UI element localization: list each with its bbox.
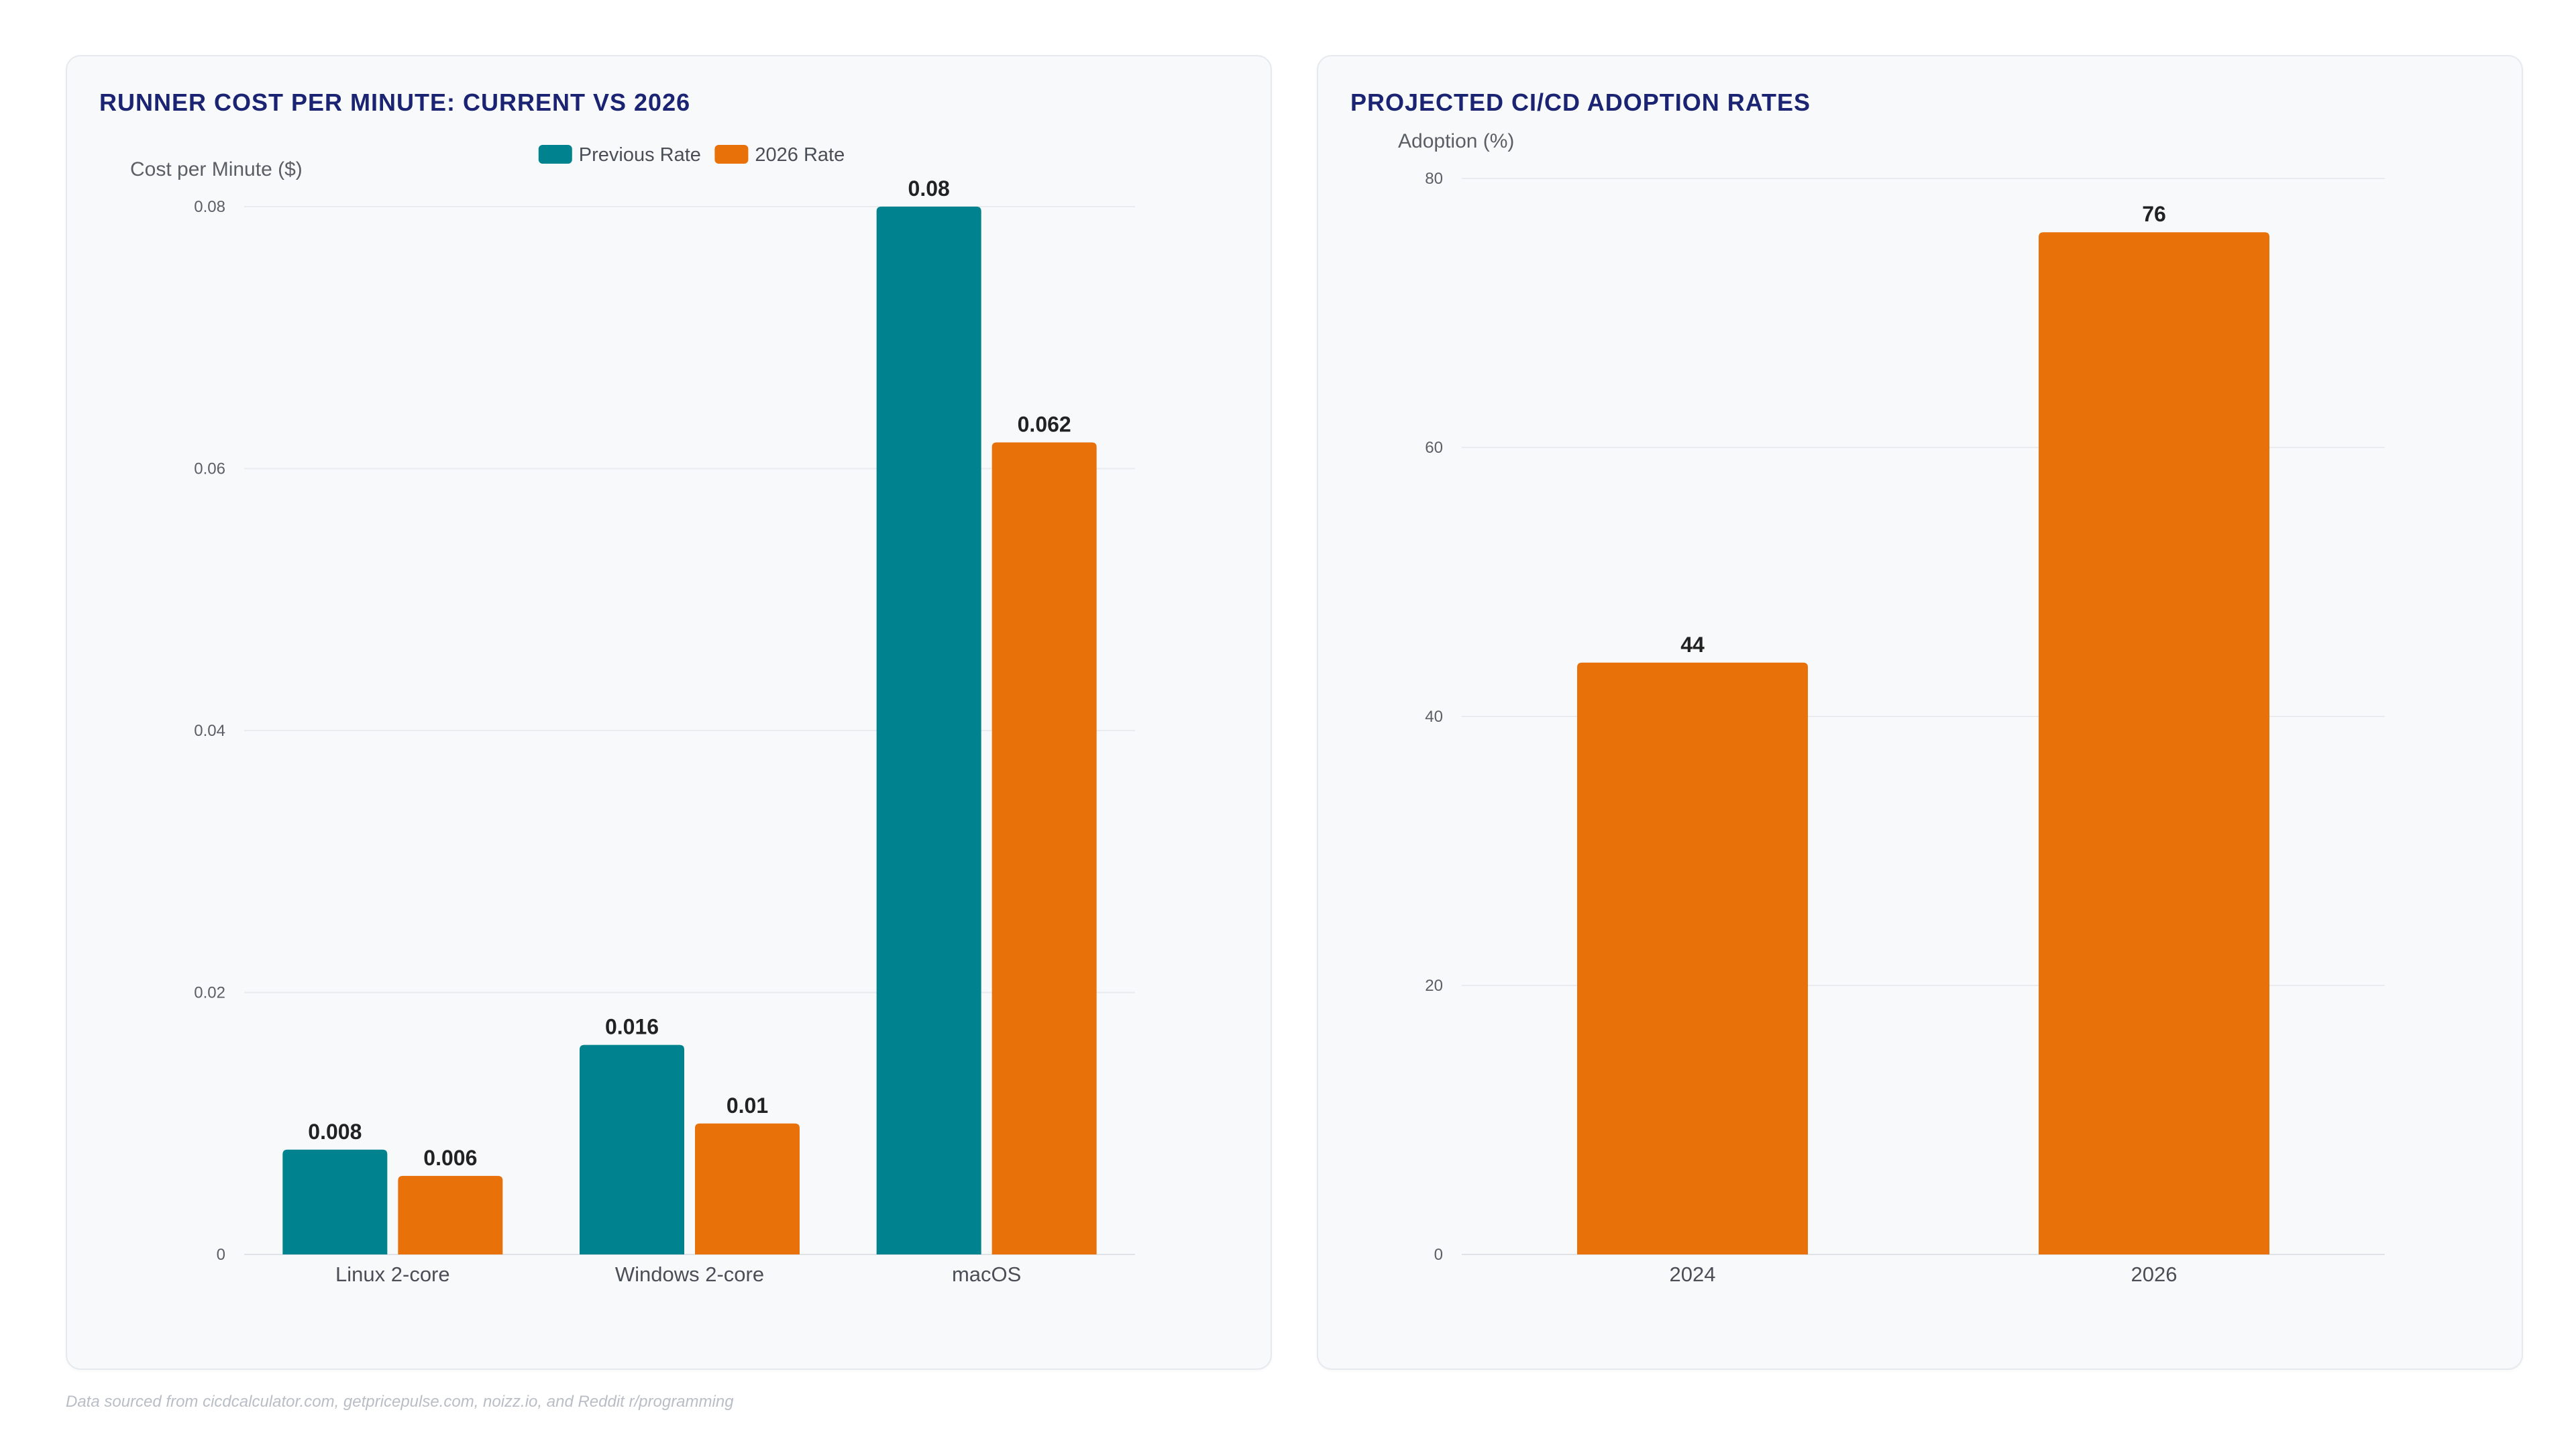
bar-macos-1 [991, 442, 1097, 1255]
y-tick-label: 40 [1425, 708, 1443, 726]
x-tick-label: 2026 [2131, 1263, 2178, 1286]
bar-value-label: 76 [2142, 202, 2166, 226]
bar-value-label: 44 [1680, 633, 1705, 657]
adoption-chart-title: PROJECTED CI/CD ADOPTION RATES [1350, 89, 1811, 116]
bar-value-label: 0.016 [605, 1015, 659, 1039]
y-axis-label: Cost per Minute ($) [130, 158, 303, 180]
bar-2024-0 [1577, 662, 1808, 1254]
bar-value-label: 0.01 [727, 1093, 768, 1118]
cost-chart: Cost per Minute ($) 0 0.02 0.04 0.06 0.08 0.00… [130, 144, 1135, 1286]
bar-value-label: 0.08 [908, 176, 950, 201]
cost-chart-panel: RUNNER COST PER MINUTE: CURRENT VS 2026 … [66, 55, 1272, 1370]
bar-2026-0 [2039, 232, 2269, 1255]
bar-value-label: 0.006 [423, 1146, 477, 1170]
bar-linux-2-core-1 [398, 1175, 503, 1254]
y-axis-label: Adoption (%) [1398, 130, 1514, 152]
bar-macos-0 [876, 207, 981, 1254]
x-tick-label: 2024 [1670, 1263, 1716, 1286]
cost-chart-title: RUNNER COST PER MINUTE: CURRENT VS 2026 [99, 89, 691, 116]
adoption-chart-panel: PROJECTED CI/CD ADOPTION RATES Adoption … [1317, 55, 2523, 1370]
x-tick-label: Windows 2-core [615, 1263, 764, 1286]
adoption-chart: Adoption (%) 0 20 40 60 80 44 2024 76 2026 [1398, 130, 2385, 1286]
x-tick-label: macOS [952, 1263, 1021, 1286]
y-tick-label: 0.04 [194, 722, 225, 740]
bar-linux-2-core-0 [282, 1149, 388, 1254]
y-tick-label: 0.08 [194, 198, 225, 216]
y-tick-label: 60 [1425, 439, 1443, 457]
data-source-note: Data sourced from cicdcalculator.com, ge… [66, 1393, 734, 1411]
x-tick-label: Linux 2-core [335, 1263, 450, 1286]
y-tick-label: 0.02 [194, 984, 225, 1002]
y-tick-label: 0 [1434, 1246, 1443, 1264]
y-tick-label: 20 [1425, 977, 1443, 995]
bar-value-label: 0.008 [308, 1120, 362, 1144]
legend-label: Previous Rate [579, 144, 701, 166]
y-tick-label: 0 [217, 1246, 225, 1264]
y-tick-label: 0.06 [194, 460, 225, 478]
bar-windows-2-core-1 [695, 1123, 800, 1254]
bar-value-label: 0.062 [1018, 412, 1071, 436]
legend-swatch [538, 145, 572, 164]
bar-windows-2-core-0 [580, 1044, 684, 1254]
y-tick-label: 80 [1425, 170, 1443, 188]
legend-label: 2026 Rate [755, 144, 845, 166]
legend-swatch [714, 145, 749, 164]
